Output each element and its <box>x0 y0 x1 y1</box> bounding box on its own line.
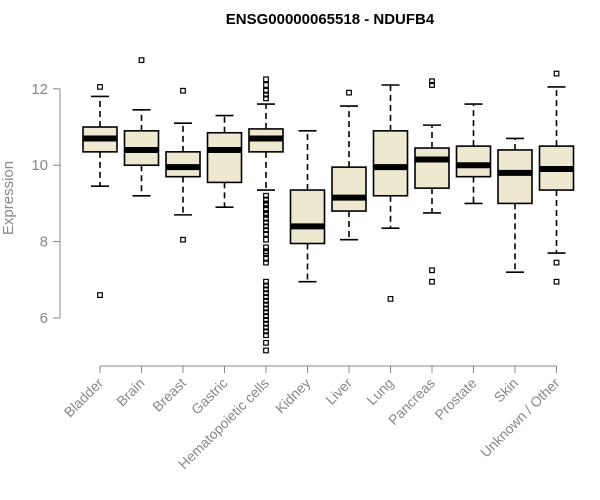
box-iqr <box>289 189 326 245</box>
x-tick-label: Prostate <box>431 375 479 423</box>
box-group <box>289 130 326 283</box>
box-iqr <box>331 166 367 212</box>
box-group <box>123 57 160 197</box>
outlier-point <box>263 294 269 300</box>
outlier-point <box>263 297 269 304</box>
y-tick-label: 10 <box>31 157 48 174</box>
x-tick-label: Unknown / Other <box>477 375 563 461</box>
outlier-point <box>263 282 269 289</box>
x-tick-label: Breast <box>149 375 189 415</box>
outlier-point <box>263 309 269 316</box>
outlier-point <box>263 301 269 308</box>
outlier-point <box>263 290 269 297</box>
x-tick-label: Brain <box>113 375 147 409</box>
outlier-point <box>263 313 269 319</box>
box-group <box>331 89 367 241</box>
outlier-point <box>263 324 269 331</box>
box-iqr <box>414 147 450 189</box>
outlier-point <box>263 347 269 354</box>
outlier-point <box>263 332 269 339</box>
y-tick-label: 12 <box>31 81 48 98</box>
x-tick-label: Liver <box>322 375 355 408</box>
outlier-point <box>263 339 269 346</box>
outlier-point <box>346 89 352 96</box>
box-group <box>455 103 492 205</box>
outlier-point <box>263 320 269 327</box>
outlier-point <box>263 305 269 312</box>
outlier-point <box>263 286 269 293</box>
y-axis: 6 8 10 12 <box>31 81 61 327</box>
boxplot-series <box>82 57 575 354</box>
outlier-point <box>387 295 394 302</box>
outlier-point <box>429 278 435 285</box>
box-group <box>82 84 118 298</box>
box-iqr <box>206 131 243 184</box>
outlier-point <box>263 95 269 102</box>
outlier-point <box>180 87 186 94</box>
outlier-point <box>263 211 269 218</box>
y-tick-label: 8 <box>40 234 48 251</box>
outlier-point <box>97 292 103 298</box>
outlier-point <box>263 215 269 222</box>
outlier-point <box>263 236 269 243</box>
box-group <box>165 87 201 243</box>
outlier-point <box>553 70 560 77</box>
outlier-point <box>263 259 269 266</box>
outlier-point <box>263 202 269 209</box>
outlier-point <box>263 87 269 94</box>
outlier-point <box>263 219 269 226</box>
outlier-point <box>429 82 435 88</box>
x-tick-label: Bladder <box>61 375 107 421</box>
outlier-point <box>263 255 269 262</box>
outlier-point <box>263 278 269 285</box>
outlier-point <box>263 76 269 83</box>
box-group <box>372 84 409 302</box>
outlier-point <box>263 328 269 335</box>
box-iqr <box>497 149 533 205</box>
box-group <box>248 76 284 354</box>
box-group <box>206 114 243 209</box>
y-axis-label: Expression <box>0 161 17 235</box>
outlier-point <box>263 82 269 88</box>
chart-title: ENSG00000065518 - NDUFB4 <box>226 11 435 28</box>
box-group <box>497 137 533 273</box>
x-tick-label: Skin <box>491 375 522 406</box>
outlier-point <box>263 227 269 234</box>
y-tick-label: 6 <box>40 310 48 327</box>
outlier-point <box>263 206 269 213</box>
outlier-point <box>553 259 560 266</box>
outlier-point <box>263 91 269 98</box>
outlier-point <box>263 223 269 230</box>
outlier-point <box>263 231 269 237</box>
outlier-point <box>180 236 186 243</box>
outlier-point <box>263 244 269 251</box>
outlier-point <box>138 57 145 64</box>
outlier-point <box>263 250 269 256</box>
box-iqr <box>372 130 409 197</box>
outlier-point <box>553 278 560 285</box>
box-group <box>538 70 575 285</box>
outlier-point <box>263 316 269 323</box>
outlier-point <box>263 192 269 199</box>
outlier-point <box>429 78 435 85</box>
box-group <box>414 78 450 285</box>
outlier-point <box>97 84 103 90</box>
outlier-point <box>429 267 435 274</box>
x-tick-label: Kidney <box>272 375 314 417</box>
outlier-point <box>263 196 269 203</box>
x-tick-label: Lung <box>363 375 396 408</box>
box-iqr <box>455 145 492 178</box>
